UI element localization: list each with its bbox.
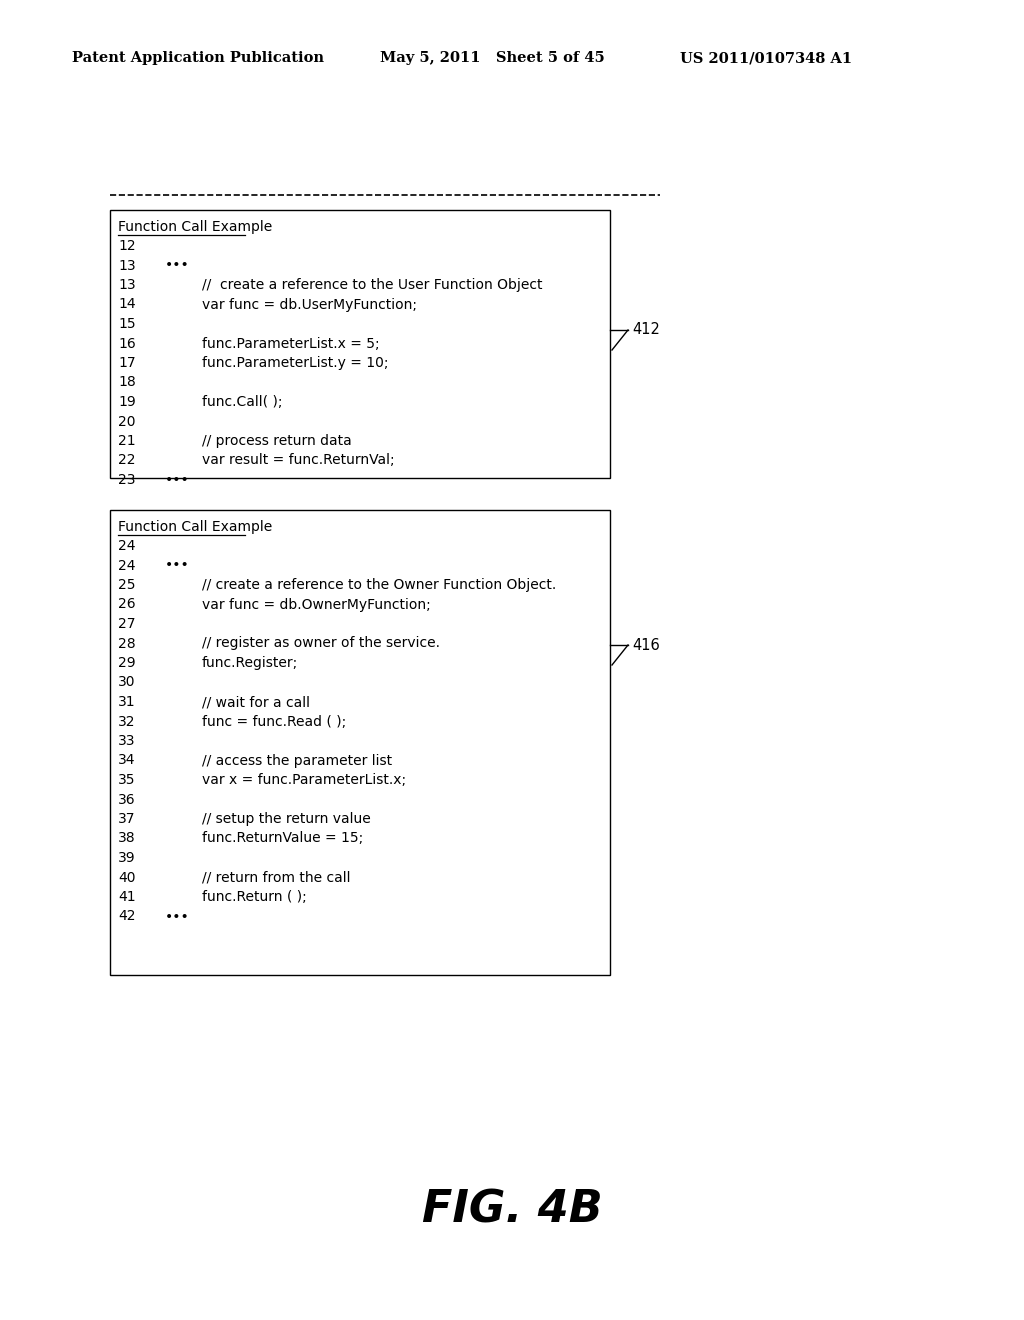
Text: func.Register;: func.Register; xyxy=(202,656,298,671)
Text: 18: 18 xyxy=(118,375,136,389)
Text: 13: 13 xyxy=(118,259,135,272)
Text: 24: 24 xyxy=(118,558,135,573)
Text: 27: 27 xyxy=(118,616,135,631)
Text: FIG. 4B: FIG. 4B xyxy=(422,1188,602,1232)
Text: func.Return ( );: func.Return ( ); xyxy=(202,890,307,904)
Text: 42: 42 xyxy=(118,909,135,924)
Text: 17: 17 xyxy=(118,356,135,370)
Text: 37: 37 xyxy=(118,812,135,826)
Text: // return from the call: // return from the call xyxy=(202,870,350,884)
Text: US 2011/0107348 A1: US 2011/0107348 A1 xyxy=(680,51,852,65)
Text: 412: 412 xyxy=(632,322,659,338)
Text: 13: 13 xyxy=(118,279,135,292)
Text: Patent Application Publication: Patent Application Publication xyxy=(72,51,324,65)
Text: 24: 24 xyxy=(118,539,135,553)
Text: 20: 20 xyxy=(118,414,135,429)
Text: 15: 15 xyxy=(118,317,135,331)
Text: 416: 416 xyxy=(632,638,659,652)
Text: func.Call( );: func.Call( ); xyxy=(202,395,283,409)
Text: var x = func.ParameterList.x;: var x = func.ParameterList.x; xyxy=(202,774,407,787)
Text: 35: 35 xyxy=(118,774,135,787)
Text: 32: 32 xyxy=(118,714,135,729)
Text: Function Call Example: Function Call Example xyxy=(118,520,272,535)
Text: •••: ••• xyxy=(165,473,189,487)
Text: 16: 16 xyxy=(118,337,136,351)
Text: 25: 25 xyxy=(118,578,135,591)
Text: var func = db.OwnerMyFunction;: var func = db.OwnerMyFunction; xyxy=(202,598,431,611)
Text: 34: 34 xyxy=(118,754,135,767)
Text: 41: 41 xyxy=(118,890,135,904)
Text: 29: 29 xyxy=(118,656,135,671)
Text: 30: 30 xyxy=(118,676,135,689)
Text: func.ReturnValue = 15;: func.ReturnValue = 15; xyxy=(202,832,364,846)
Text: 21: 21 xyxy=(118,434,135,447)
Text: //  create a reference to the User Function Object: // create a reference to the User Functi… xyxy=(202,279,543,292)
Text: 26: 26 xyxy=(118,598,135,611)
Text: 19: 19 xyxy=(118,395,136,409)
Text: May 5, 2011   Sheet 5 of 45: May 5, 2011 Sheet 5 of 45 xyxy=(380,51,605,65)
Text: // register as owner of the service.: // register as owner of the service. xyxy=(202,636,440,651)
Text: 22: 22 xyxy=(118,454,135,467)
Text: 12: 12 xyxy=(118,239,135,253)
Text: func.ParameterList.y = 10;: func.ParameterList.y = 10; xyxy=(202,356,388,370)
Text: func.ParameterList.x = 5;: func.ParameterList.x = 5; xyxy=(202,337,380,351)
Text: Function Call Example: Function Call Example xyxy=(118,220,272,234)
Text: •••: ••• xyxy=(165,909,189,924)
Text: // access the parameter list: // access the parameter list xyxy=(202,754,392,767)
Text: •••: ••• xyxy=(165,558,189,573)
Text: 40: 40 xyxy=(118,870,135,884)
Bar xyxy=(110,210,610,478)
Text: // setup the return value: // setup the return value xyxy=(202,812,371,826)
Text: •••: ••• xyxy=(165,259,189,272)
Text: 33: 33 xyxy=(118,734,135,748)
Text: // create a reference to the Owner Function Object.: // create a reference to the Owner Funct… xyxy=(202,578,556,591)
Text: 39: 39 xyxy=(118,851,135,865)
Text: // wait for a call: // wait for a call xyxy=(202,696,310,709)
Text: 38: 38 xyxy=(118,832,135,846)
Text: func = func.Read ( );: func = func.Read ( ); xyxy=(202,714,346,729)
Text: var func = db.UserMyFunction;: var func = db.UserMyFunction; xyxy=(202,297,417,312)
Text: 28: 28 xyxy=(118,636,135,651)
Text: 31: 31 xyxy=(118,696,135,709)
Text: var result = func.ReturnVal;: var result = func.ReturnVal; xyxy=(202,454,394,467)
Text: 23: 23 xyxy=(118,473,135,487)
Bar xyxy=(110,510,610,975)
Text: // process return data: // process return data xyxy=(202,434,352,447)
Text: 14: 14 xyxy=(118,297,135,312)
Text: 36: 36 xyxy=(118,792,135,807)
